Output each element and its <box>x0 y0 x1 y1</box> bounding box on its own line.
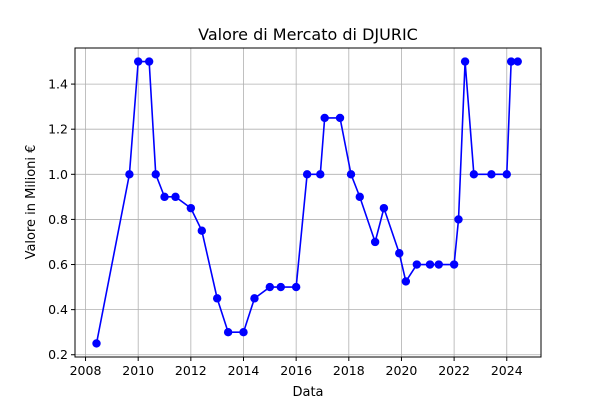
data-point <box>125 170 134 179</box>
data-point <box>320 113 329 123</box>
x-axis-label: Data <box>292 385 323 400</box>
data-point <box>401 277 411 286</box>
data-point <box>291 282 301 292</box>
x-tick-label: 2024 <box>491 363 523 378</box>
y-tick-label: 1.2 <box>48 122 68 137</box>
data-point <box>449 260 459 269</box>
x-tick-label: 2022 <box>438 363 470 378</box>
data-point <box>513 57 522 66</box>
data-point <box>223 327 233 337</box>
data-point <box>239 327 248 337</box>
y-tick-label: 1.0 <box>48 167 68 182</box>
data-point <box>346 170 356 179</box>
data-point <box>395 249 404 258</box>
data-point <box>171 192 180 202</box>
y-axis-label: Valore in Milioni € <box>24 145 39 260</box>
data-point <box>434 260 443 269</box>
data-point <box>335 113 345 123</box>
data-point <box>265 282 275 292</box>
data-point <box>379 203 389 213</box>
data-point <box>487 170 496 179</box>
data-point <box>425 260 435 269</box>
x-tick-label: 2018 <box>333 363 365 378</box>
series-layer <box>92 57 522 348</box>
data-point <box>186 203 196 213</box>
data-point <box>133 57 143 66</box>
y-tick-label: 1.4 <box>48 77 68 92</box>
chart-title: Valore di Mercato di DJURIC <box>198 25 418 44</box>
data-point <box>212 294 222 303</box>
x-tick-label: 2020 <box>386 363 418 378</box>
data-point <box>144 57 154 66</box>
x-axis: 2008 2010 2012 2014 2016 2018 2020 2022 2024 <box>70 357 523 378</box>
x-tick-label: 2010 <box>122 363 154 378</box>
data-point <box>412 260 422 269</box>
x-tick-label: 2016 <box>280 363 312 378</box>
data-point <box>506 57 516 66</box>
data-point <box>370 237 380 247</box>
data-point <box>160 192 169 202</box>
plot-frame <box>74 47 542 358</box>
data-point <box>469 170 479 179</box>
data-point <box>92 339 101 348</box>
y-tick-label: 0.8 <box>48 212 68 227</box>
x-tick-label: 2008 <box>70 363 102 378</box>
data-point <box>197 226 207 235</box>
data-point <box>302 170 312 179</box>
data-point <box>276 282 285 292</box>
y-tick-label: 0.6 <box>48 257 68 272</box>
data-point <box>502 170 511 179</box>
x-tick-label: 2012 <box>175 363 207 378</box>
data-point <box>250 294 259 303</box>
data-point <box>454 215 463 224</box>
data-point <box>460 57 470 66</box>
y-axis: 0.2 0.4 0.6 0.8 1.0 1.2 1.4 <box>48 77 75 362</box>
y-tick-label: 0.2 <box>48 347 68 362</box>
x-tick-label: 2014 <box>228 363 260 378</box>
data-point <box>316 170 325 179</box>
data-point <box>355 192 364 202</box>
y-tick-label: 0.4 <box>48 302 68 317</box>
data-point <box>151 170 160 179</box>
